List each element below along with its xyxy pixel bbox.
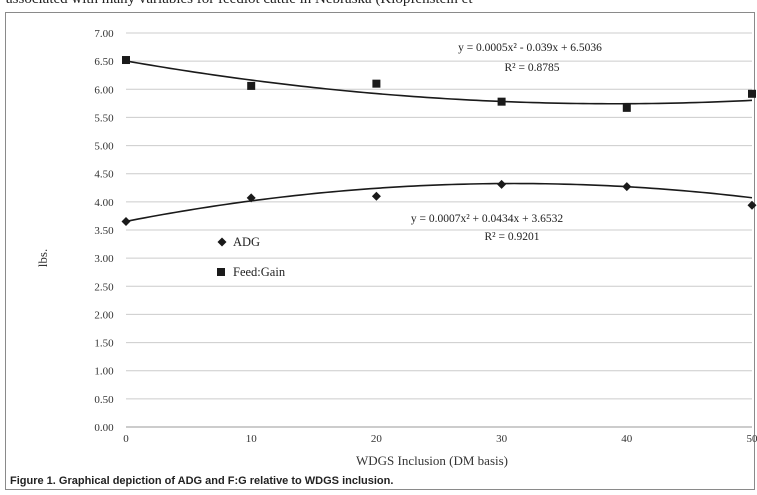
y-tick-label: 1.50 [94, 338, 114, 350]
legend-adg-label: ADG [233, 235, 260, 249]
x-tick-label: 50 [747, 433, 757, 445]
y-tick-labels: 0.00 0.50 1.00 1.50 2.00 2.50 3.00 3.50 4.00 4.50… [94, 28, 114, 434]
x-tick-label: 30 [496, 433, 508, 445]
y-tick-label: 2.00 [94, 309, 114, 321]
x-axis-title: WDGS Inclusion (DM basis) [356, 453, 508, 468]
x-tick-label: 10 [246, 433, 258, 445]
trendline-feed-gain [125, 60, 753, 105]
adg-point [371, 191, 381, 201]
adg-point [121, 217, 131, 227]
adg-point [747, 200, 757, 210]
feed-gain-point [372, 79, 381, 88]
legend-adg-marker [217, 237, 227, 247]
feed-gain-point [122, 56, 130, 65]
y-tick-label: 6.50 [94, 56, 114, 68]
x-tick-label: 20 [371, 433, 383, 445]
adg-point [497, 179, 507, 189]
top-cropped-text: associated with many variables for feedl… [0, 0, 757, 10]
trendline-adg [125, 182, 753, 223]
x-tick-labels: 0 10 20 30 40 50 [123, 433, 757, 445]
y-tick-label: 1.00 [94, 366, 114, 378]
adg-point [246, 193, 256, 203]
data-points [121, 56, 757, 227]
y-tick-label: 5.00 [94, 141, 114, 153]
y-tick-label: 3.50 [94, 225, 114, 237]
x-tick-label: 0 [123, 433, 129, 445]
y-tick-label: 2.50 [94, 281, 114, 293]
y-tick-label: 6.00 [94, 84, 114, 96]
feed-gain-point [247, 81, 256, 90]
trendlines [125, 60, 753, 223]
legend: ADG Feed:Gain [217, 235, 286, 279]
feed-gain-equation: y = 0.0005x² - 0.039x + 6.5036 [458, 42, 602, 54]
grid-lines [126, 32, 752, 428]
y-tick-label: 3.00 [94, 253, 114, 265]
legend-feed-gain-label: Feed:Gain [233, 265, 286, 279]
adg-equation: y = 0.0007x² + 0.0434x + 3.6532 [411, 213, 564, 225]
feed-gain-r2: R² = 0.8785 [505, 62, 560, 74]
top-cropped-text-line: associated with many variables for feedl… [6, 0, 473, 8]
adg-r2: R² = 0.9201 [485, 231, 540, 243]
y-tick-label: 0.50 [94, 394, 114, 406]
figure-caption: Figure 1. Graphical depiction of ADG and… [10, 475, 393, 487]
feed-gain-point [748, 89, 756, 98]
y-axis-title: lbs. [35, 249, 50, 267]
y-tick-label: 5.50 [94, 112, 114, 124]
y-tick-label: 7.00 [94, 28, 114, 40]
y-tick-label: 4.00 [94, 197, 114, 209]
legend-feed-gain-marker [217, 268, 225, 276]
y-tick-label: 4.50 [94, 169, 114, 181]
feed-gain-point [622, 103, 631, 112]
y-tick-label: 0.00 [94, 422, 114, 434]
x-tick-label: 40 [621, 433, 633, 445]
figure-frame [5, 12, 755, 490]
feed-gain-point [497, 97, 506, 106]
adg-point [622, 182, 632, 192]
